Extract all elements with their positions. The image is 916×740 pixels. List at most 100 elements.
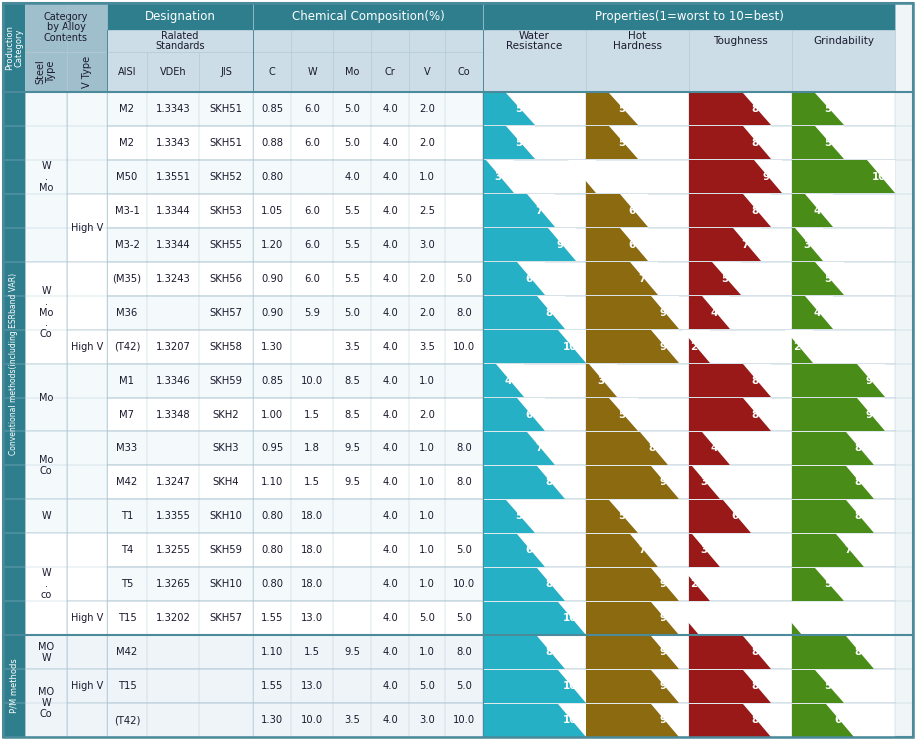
Bar (792, 432, 875, 465)
Bar (107, 363, 483, 397)
Polygon shape (650, 602, 679, 635)
Text: 10: 10 (562, 613, 577, 623)
Text: SKH51: SKH51 (210, 138, 243, 148)
Polygon shape (733, 228, 761, 261)
Bar (792, 160, 895, 194)
Text: 10.0: 10.0 (301, 376, 323, 386)
Text: 5.0: 5.0 (344, 104, 360, 114)
Polygon shape (815, 568, 844, 601)
Bar (483, 296, 586, 329)
Polygon shape (650, 568, 679, 601)
Text: W
.
Mo
.
Co: W . Mo . Co (38, 286, 53, 339)
Polygon shape (744, 92, 771, 126)
Bar (483, 228, 586, 262)
Bar (3, 635, 25, 737)
Text: 5.9: 5.9 (304, 308, 320, 317)
Bar (483, 30, 586, 92)
Text: 8: 8 (855, 443, 862, 454)
Text: 1.00: 1.00 (261, 409, 283, 420)
Text: 0.95: 0.95 (261, 443, 283, 454)
Bar (689, 670, 771, 702)
Text: 8: 8 (855, 648, 862, 657)
Text: 9: 9 (660, 715, 666, 725)
Text: 8: 8 (752, 104, 759, 114)
Bar (792, 602, 802, 635)
Bar (792, 296, 895, 329)
Text: SKH56: SKH56 (210, 274, 243, 283)
Text: M2: M2 (119, 138, 135, 148)
Bar (792, 92, 844, 126)
Polygon shape (538, 568, 565, 601)
Bar (483, 3, 895, 30)
Polygon shape (682, 568, 710, 601)
Bar (792, 364, 885, 397)
Bar (792, 195, 834, 227)
Bar (586, 262, 689, 296)
Bar (483, 704, 586, 736)
Text: 3.5: 3.5 (344, 715, 360, 725)
Polygon shape (650, 466, 679, 499)
Bar (25, 363, 67, 431)
Text: 5.0: 5.0 (456, 681, 472, 691)
Text: 1.30: 1.30 (261, 715, 283, 725)
Text: 9: 9 (660, 308, 666, 317)
Bar (586, 363, 689, 397)
Text: 8: 8 (752, 681, 759, 691)
Text: 1.55: 1.55 (261, 613, 283, 623)
Bar (792, 703, 895, 737)
Bar (107, 669, 483, 703)
Text: 3.5: 3.5 (419, 342, 435, 351)
Bar (483, 363, 586, 397)
Text: (M35): (M35) (113, 274, 141, 283)
Bar (689, 194, 792, 228)
Text: 0.90: 0.90 (261, 274, 283, 283)
Bar (586, 126, 689, 160)
Bar (107, 228, 483, 262)
Polygon shape (527, 432, 555, 465)
Bar (792, 466, 875, 499)
Polygon shape (692, 534, 720, 567)
Text: 9: 9 (865, 376, 872, 386)
Polygon shape (548, 228, 575, 261)
Text: 5.0: 5.0 (419, 681, 435, 691)
Text: 4.0: 4.0 (382, 138, 398, 148)
Text: 9.5: 9.5 (344, 648, 360, 657)
Bar (689, 669, 792, 703)
Text: 8.0: 8.0 (456, 648, 472, 657)
Text: 4.0: 4.0 (382, 206, 398, 216)
Bar (107, 397, 483, 431)
Bar (792, 330, 812, 363)
Text: 0.88: 0.88 (261, 138, 283, 148)
Text: 4.0: 4.0 (382, 172, 398, 182)
Text: 8: 8 (546, 477, 553, 488)
Bar (586, 635, 689, 669)
Text: 4.0: 4.0 (382, 443, 398, 454)
Text: 2.0: 2.0 (419, 308, 435, 317)
Text: 4.0: 4.0 (382, 511, 398, 522)
Bar (689, 635, 792, 669)
Bar (483, 329, 586, 363)
Text: Mo: Mo (38, 392, 53, 403)
Bar (792, 534, 895, 568)
Bar (689, 30, 792, 92)
Text: T15: T15 (117, 613, 136, 623)
Polygon shape (630, 534, 658, 567)
Text: 1.8: 1.8 (304, 443, 320, 454)
Bar (586, 397, 689, 431)
Bar (483, 92, 535, 126)
Text: 2.0: 2.0 (419, 274, 435, 283)
Polygon shape (867, 161, 895, 193)
Polygon shape (650, 636, 679, 669)
Bar (689, 296, 792, 329)
Text: T1: T1 (121, 511, 133, 522)
Text: M7: M7 (119, 409, 135, 420)
Bar (689, 228, 792, 262)
Bar (586, 466, 679, 499)
Text: M1: M1 (119, 376, 135, 386)
Bar (689, 432, 730, 465)
Text: 2: 2 (690, 579, 697, 589)
Text: MO
W: MO W (38, 642, 54, 662)
Text: 8: 8 (855, 477, 862, 488)
Bar (689, 161, 781, 193)
Text: 0.85: 0.85 (261, 376, 283, 386)
